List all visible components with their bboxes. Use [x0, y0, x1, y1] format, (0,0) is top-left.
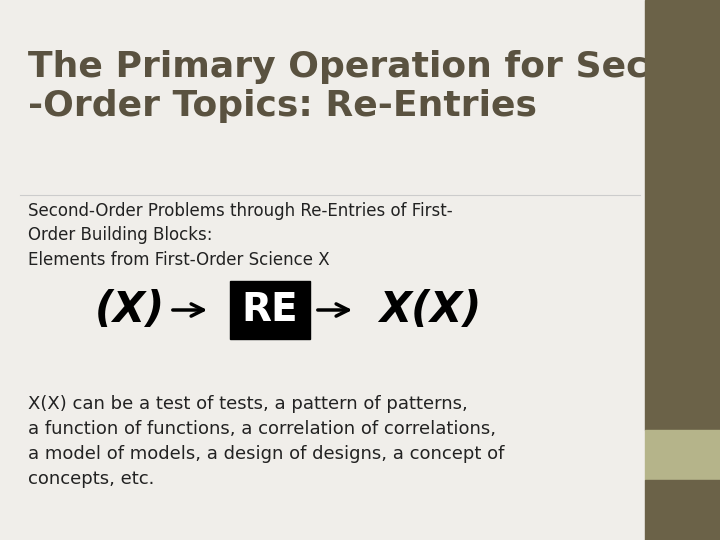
- Bar: [645, 430, 720, 480]
- Bar: [645, 480, 720, 540]
- Text: RE: RE: [242, 291, 298, 329]
- Bar: [230, 281, 310, 339]
- Text: X(X): X(X): [379, 289, 481, 331]
- Text: X(X) can be a test of tests, a pattern of patterns,
a function of functions, a c: X(X) can be a test of tests, a pattern o…: [28, 395, 505, 488]
- Text: (X): (X): [95, 289, 165, 331]
- Text: Second-Order Problems through Re-Entries of First-
Order Building Blocks:
Elemen: Second-Order Problems through Re-Entries…: [28, 202, 453, 268]
- Text: The Primary Operation for Second
-Order Topics: Re-Entries: The Primary Operation for Second -Order …: [28, 50, 720, 124]
- Bar: [645, 0, 720, 430]
